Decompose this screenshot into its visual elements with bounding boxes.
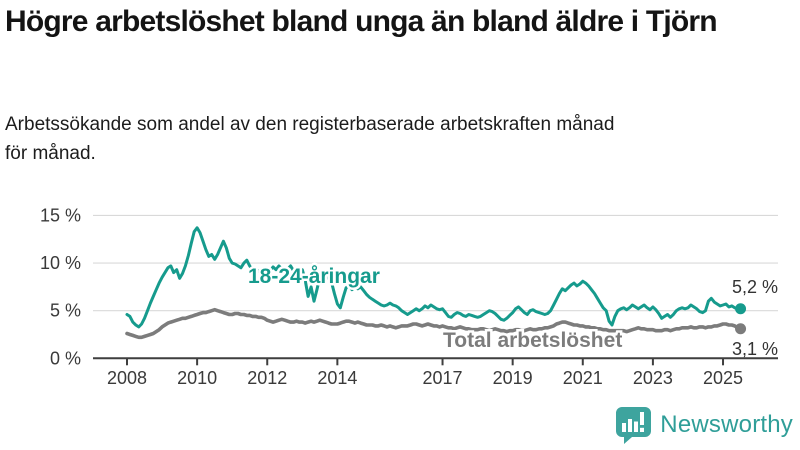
line-chart: 0 % 5 % 10 % 15 % 2008 2010 2012 2014 2017 2019 20…: [40, 205, 778, 388]
x-tick-label: 2023: [633, 368, 673, 388]
youth-end-value-label: 5,2 %: [732, 277, 778, 297]
x-tick-label: 2008: [107, 368, 147, 388]
x-tick-label: 2014: [317, 368, 357, 388]
page-subtitle: Arbetssökande som andel av den registerb…: [5, 111, 705, 168]
brand-name: Newsworthy: [660, 411, 793, 438]
total-end-dot: [735, 323, 747, 335]
y-tick-label: 0 %: [50, 348, 81, 368]
page-subtitle-line2: för månad.: [5, 142, 96, 164]
youth-series-line: [125, 226, 743, 329]
total-series-label: Total arbetslöshet: [443, 329, 622, 352]
x-tick-label: 2017: [423, 368, 463, 388]
x-tick-label: 2019: [493, 368, 533, 388]
total-end-value-label: 3,1 %: [732, 339, 778, 359]
x-tick-label: 2010: [177, 368, 217, 388]
x-tick-label: 2021: [563, 368, 603, 388]
y-tick-label: 5 %: [50, 301, 81, 321]
x-tick-label: 2012: [247, 368, 287, 388]
youth-end-dot: [735, 303, 747, 315]
brand-footer: Newsworthy: [615, 406, 793, 444]
page-title: Högre arbetslöshet bland unga än bland ä…: [5, 5, 718, 38]
y-tick-label: 10 %: [40, 253, 81, 273]
y-tick-label: 15 %: [40, 205, 81, 225]
x-tick-label: 2025: [703, 368, 743, 388]
page-subtitle-line1: Arbetssökande som andel av den registerb…: [5, 114, 615, 135]
total-unemployment-line: [125, 307, 743, 340]
newsworthy-logo-icon: [616, 407, 652, 444]
youth-series-label: 18-24-åringar: [248, 265, 380, 288]
